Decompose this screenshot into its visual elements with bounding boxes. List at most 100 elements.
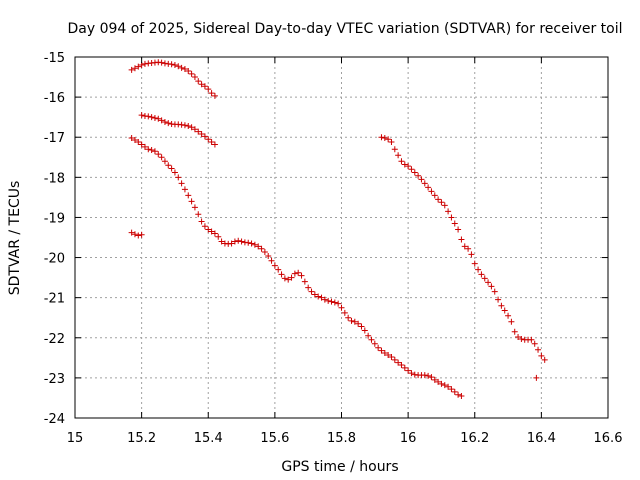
data-point [328, 298, 335, 305]
data-point [205, 136, 212, 143]
data-point [478, 271, 485, 278]
data-point [195, 211, 202, 218]
data-point [315, 293, 322, 300]
data-point [301, 278, 308, 285]
data-point [181, 66, 188, 73]
data-point [395, 152, 402, 159]
data-point [128, 135, 135, 142]
data-point [338, 304, 345, 311]
data-point [128, 66, 135, 73]
data-point [201, 133, 208, 140]
x-tick-label: 15.2 [127, 431, 156, 446]
data-point [238, 238, 245, 245]
y-tick-label: -24 [44, 412, 65, 427]
data-point [138, 231, 145, 238]
data-point [211, 92, 218, 99]
data-point [158, 154, 165, 161]
data-point [158, 117, 165, 124]
data-point [295, 269, 302, 276]
data-point [188, 124, 195, 131]
data-point [488, 283, 495, 290]
data-point [308, 288, 315, 295]
data-point [261, 248, 268, 255]
data-point [515, 333, 522, 340]
data-point [171, 62, 178, 69]
data-point [148, 147, 155, 154]
x-tick-label: 15.8 [327, 431, 356, 446]
data-point [168, 61, 175, 68]
data-point [181, 122, 188, 129]
data-point [431, 376, 438, 383]
data-point [485, 279, 492, 286]
data-point [271, 262, 278, 269]
data-point [533, 374, 540, 381]
data-point [501, 307, 508, 314]
y-tick-label: -15 [44, 51, 65, 66]
data-point [448, 386, 455, 393]
data-point [215, 233, 222, 240]
y-tick-label: -23 [44, 372, 65, 387]
data-point [435, 378, 442, 385]
data-point [471, 260, 478, 267]
data-point [191, 126, 198, 133]
data-point [445, 208, 452, 215]
data-point [298, 272, 305, 279]
x-tick-label: 15.4 [194, 431, 223, 446]
data-point [381, 350, 388, 357]
data-point [511, 328, 518, 335]
data-point [185, 68, 192, 75]
data-point [281, 275, 288, 282]
data-point [155, 115, 162, 122]
data-point [195, 128, 202, 135]
data-point [428, 374, 435, 381]
data-point [508, 318, 515, 325]
chart-title: Day 094 of 2025, Sidereal Day-to-day VTE… [67, 21, 622, 37]
data-point [538, 352, 545, 359]
data-point [268, 257, 275, 264]
data-point [155, 151, 162, 158]
data-point [451, 220, 458, 227]
data-point [365, 332, 372, 339]
data-point [195, 78, 202, 85]
data-point [188, 198, 195, 205]
data-point [401, 364, 408, 371]
data-point [318, 294, 325, 301]
data-point [475, 266, 482, 273]
data-point [491, 288, 498, 295]
axis-ticks: 15 15.2 15.4 15.6 15.8 16 16.2 16.4 16.6 -15 -16 -1… [44, 51, 623, 446]
y-tick-label: -16 [44, 91, 65, 106]
data-point [161, 158, 168, 165]
data-point [231, 238, 238, 245]
data-point [358, 323, 365, 330]
data-point [191, 74, 198, 81]
y-tick-label: -17 [44, 131, 65, 146]
data-point [355, 320, 362, 327]
data-point [411, 169, 418, 176]
data-point [165, 120, 172, 127]
data-point [198, 131, 205, 138]
data-point [421, 372, 428, 379]
data-point [535, 346, 542, 353]
data-point [345, 314, 352, 321]
data-point [405, 163, 412, 170]
data-point [388, 139, 395, 146]
data-point [258, 245, 265, 252]
data-point [251, 241, 258, 248]
data-point [391, 146, 398, 153]
data-point [321, 296, 328, 303]
data-point [458, 236, 465, 243]
data-point [248, 240, 255, 247]
data-point [371, 340, 378, 347]
data-points [128, 59, 548, 399]
data-point [385, 136, 392, 143]
data-point [208, 90, 215, 97]
y-tick-label: -20 [44, 252, 65, 267]
data-point [428, 188, 435, 195]
data-point [275, 266, 282, 273]
data-point [438, 199, 445, 206]
data-point [441, 382, 448, 389]
data-point [171, 169, 178, 176]
data-point [445, 383, 452, 390]
grid [75, 57, 608, 418]
data-point [398, 158, 405, 165]
